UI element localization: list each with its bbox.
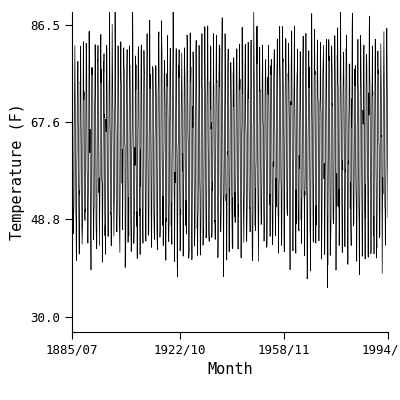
Y-axis label: Temperature (F): Temperature (F): [10, 104, 25, 240]
X-axis label: Month: Month: [207, 362, 253, 377]
